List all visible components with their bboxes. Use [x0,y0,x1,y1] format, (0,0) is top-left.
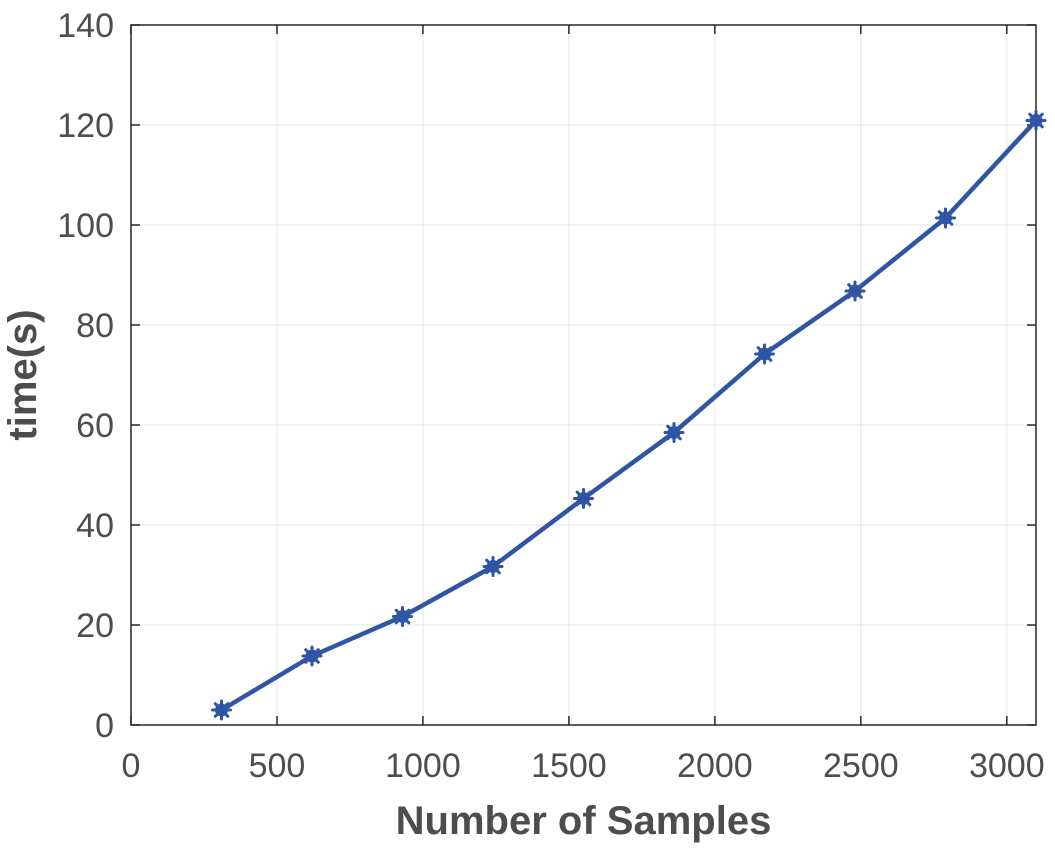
y-tick-label: 60 [76,407,114,445]
data-point-marker [301,645,323,667]
axis-ticks [130,24,1036,726]
data-point-marker [844,280,866,302]
data-point-marker [754,343,775,365]
y-tick-label: 0 [95,707,114,745]
y-tick-labels: 0 20 40 60 80 100 120 140 [57,7,114,745]
data-point-asterisk-stroke [304,648,320,664]
data-point-asterisk-stroke [847,283,863,299]
data-point-asterisk-stroke [1028,112,1044,129]
data-point-asterisk-stroke [575,490,592,507]
plot-area-frame [130,24,1037,726]
y-tick-label: 120 [57,107,114,145]
x-tick-labels: 0 500 1000 1500 2000 2500 3000 [122,747,1045,785]
series-line [219,118,1039,713]
x-tick-label: 2500 [823,747,899,785]
y-tick-label: 40 [76,507,114,545]
data-point-asterisk-stroke [666,424,682,441]
y-tick-label: 140 [57,7,114,45]
y-tick-label: 100 [57,207,114,245]
data-point-marker [482,556,504,577]
x-tick-label: 500 [249,747,306,785]
data-point-asterisk-stroke [485,558,501,575]
y-axis-title: time(s) [1,309,45,440]
data-point-marker [392,606,413,627]
x-axis-title: Number of Samples [396,799,772,843]
x-tick-label: 0 [122,747,141,785]
x-tick-label: 1000 [385,747,461,785]
x-tick-label: 3000 [969,747,1045,785]
x-tick-label: 1500 [531,747,607,785]
grid-lines [130,24,1036,726]
data-point-marker [573,488,594,509]
data-point-asterisk-stroke [213,702,230,718]
data-point-asterisk-stroke [937,210,954,226]
data-series [211,110,1047,721]
data-point-marker [935,207,956,229]
x-tick-label: 2000 [677,747,753,785]
data-point-marker [211,699,232,721]
y-tick-label: 80 [76,307,114,345]
data-point-asterisk-stroke [756,346,773,362]
y-tick-label: 20 [76,607,114,645]
data-point-marker [663,422,685,443]
data-point-asterisk-stroke [394,608,411,625]
data-point-marker [1025,110,1047,131]
